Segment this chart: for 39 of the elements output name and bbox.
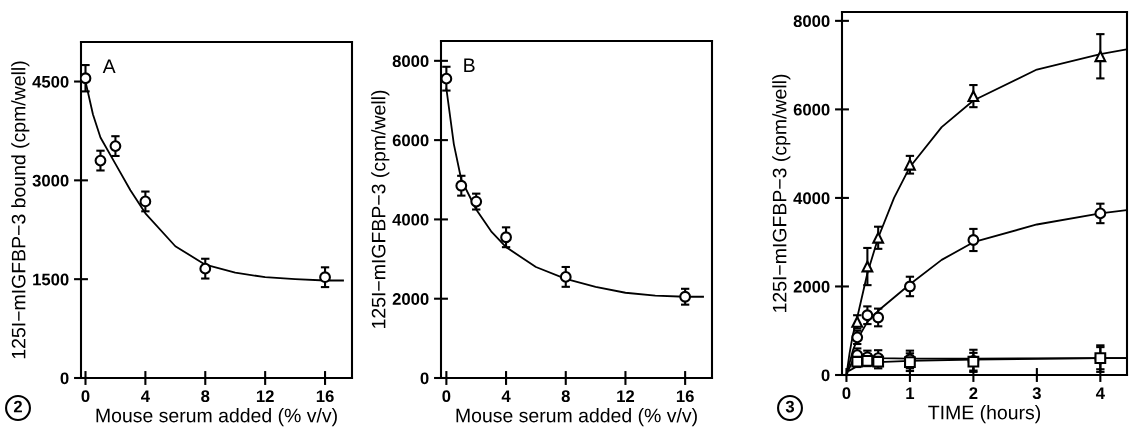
y-axis-title: 125I−mIGFBP−3 (cpm/well) [371,90,390,328]
x-tick-label: 0 [442,390,451,403]
x-tick-label: 16 [676,390,694,403]
y-tick-label: 8000 [392,55,429,68]
x-tick-label: 2 [969,387,978,399]
x-tick-label: 0 [81,390,90,403]
y-tick-label: 4000 [793,192,830,205]
x-tick-label: 4 [1095,387,1105,399]
y-axis-title: 125I−mIGFBP−3 (cpm/well) [772,74,791,312]
y-tick-label: 1500 [33,273,69,286]
x-tick-label: 16 [316,390,334,403]
text: 3 [785,400,795,413]
x-axis-title: TIME (hours) [928,405,1041,424]
x-tick-label: 3 [1032,387,1041,400]
y-tick-label: 0 [821,369,830,382]
x-tick-label: 0 [842,387,851,400]
x-tick-label: 8 [201,390,210,403]
x-tick-label: 1 [906,387,915,399]
y-tick-label: 3000 [32,174,69,187]
text: 2 [13,400,22,413]
y-tick-label: 8000 [793,15,830,28]
y-tick-label: 2000 [793,280,830,293]
annotation: B [464,58,475,72]
x-tick-label: 12 [256,390,274,402]
x-axis-title: Mouse serum added (% v/v) [96,408,337,427]
x-axis-title: Mouse serum added (% v/v) [456,408,697,427]
y-tick-label: 0 [420,372,429,385]
y-tick-label: 4000 [392,213,429,226]
y-tick-label: 6000 [793,103,830,116]
x-tick-label: 4 [501,390,511,402]
annotation: A [102,59,116,73]
y-tick-label: 6000 [392,134,429,147]
y-tick-label: 4500 [32,75,69,88]
x-tick-label: 4 [141,390,150,402]
y-tick-label: 0 [60,372,69,385]
y-tick-label: 2000 [392,293,429,305]
x-tick-label: 8 [561,390,570,403]
x-tick-label: 12 [617,390,635,402]
y-axis-title: 125I−mIGFBP−3 bound (cpm/well) [11,61,30,359]
